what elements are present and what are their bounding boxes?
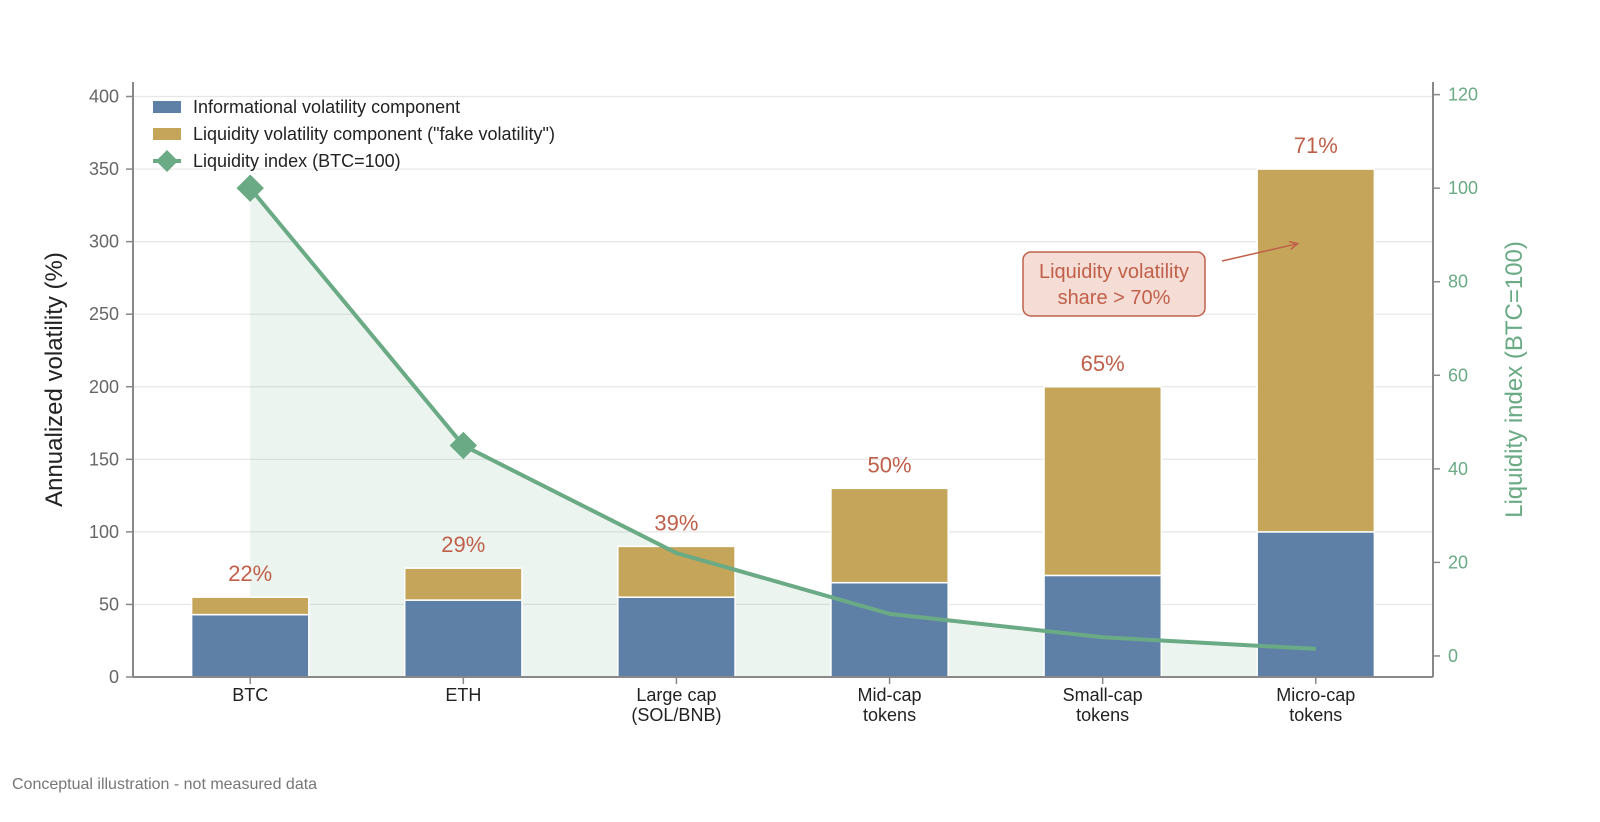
y-right-tick-label: 0: [1448, 646, 1458, 666]
annotation-arrow: [1221, 242, 1298, 262]
y-tick-label: 100: [89, 522, 119, 542]
annotation-box: [1022, 251, 1206, 317]
bar-liquidity: [403, 567, 523, 601]
y-right-tick-label: 60: [1448, 365, 1468, 385]
share-label: 65%: [1081, 351, 1125, 376]
legend-line-marker: [156, 150, 178, 172]
bar-informational: [1256, 531, 1376, 678]
annotation: Liquidity volatility share > 70%: [1022, 240, 1300, 317]
y-right-tick-label: 120: [1448, 85, 1478, 105]
bar-liquidity: [190, 596, 310, 616]
legend-swatch: [153, 128, 181, 140]
liquidity-line-path: [248, 186, 1316, 651]
y-tick-label: 50: [99, 594, 119, 614]
y-tick-label: 300: [89, 232, 119, 252]
annotation-text: Liquidity volatility: [1039, 261, 1189, 283]
bar-informational: [617, 596, 736, 678]
legend-swatch: [153, 101, 181, 113]
annotation-text: share > 70%: [1058, 287, 1171, 309]
legend: Informational volatility component Liquid…: [153, 97, 555, 172]
y-right-axis-label: Liquidity index (BTC=100): [1501, 241, 1528, 518]
bar-informational: [190, 613, 310, 678]
x-tick-label: tokens: [863, 705, 916, 725]
y-tick-label: 200: [89, 377, 119, 397]
bar-informational: [403, 599, 523, 678]
x-tick-label: Mid-cap: [858, 685, 922, 705]
x-tick-label: Large cap: [636, 685, 716, 705]
liquidity-line: [236, 174, 1316, 651]
y-tick-label: 400: [89, 87, 119, 107]
y-right-tick-label: 20: [1448, 552, 1468, 572]
legend-label: Liquidity volatility component ("fake vo…: [193, 124, 555, 144]
annotation-arrowhead: [1288, 240, 1300, 250]
liquidity-marker: [236, 174, 264, 202]
y-axis-label: Annualized volatility (%): [41, 252, 68, 507]
x-tick-label: BTC: [232, 685, 268, 705]
liquidity-marker: [449, 431, 478, 460]
y-tick-label: 0: [109, 667, 119, 687]
y-right-tick-label: 100: [1448, 178, 1478, 198]
y-right-tick-label: 40: [1448, 459, 1468, 479]
axes: 0 50 100 150 200 250 300 350 400 0 20 40 60 80 100 120 B…: [41, 82, 1528, 725]
share-label: 39%: [654, 510, 698, 535]
y-tick-label: 250: [89, 304, 119, 324]
footnote: Conceptual illustration - not measured d…: [12, 776, 318, 793]
x-tick-label: Micro-cap: [1276, 685, 1355, 705]
share-label: 22%: [228, 561, 272, 586]
bar-liquidity: [1256, 168, 1376, 533]
gridlines: [133, 95, 1433, 678]
bar-liquidity: [830, 487, 949, 584]
legend-label: Liquidity index (BTC=100): [193, 151, 401, 171]
y-tick-label: 350: [89, 159, 119, 179]
share-labels: 22% 29% 39% 50% 65% 71%: [228, 133, 1338, 586]
liquidity-area: [250, 188, 1316, 678]
x-tick-label: tokens: [1076, 705, 1129, 725]
bar-informational: [1043, 574, 1163, 678]
bar-liquidity: [1043, 386, 1163, 577]
x-tick-label: Small-cap: [1063, 685, 1143, 705]
y-tick-label: 150: [89, 449, 119, 469]
share-label: 29%: [441, 532, 485, 557]
bars: [190, 168, 1376, 678]
y-right-tick-label: 80: [1448, 272, 1468, 292]
share-label: 50%: [868, 452, 912, 477]
x-tick-label: tokens: [1289, 705, 1342, 725]
bar-informational: [830, 581, 949, 678]
legend-label: Informational volatility component: [193, 97, 460, 117]
share-label: 71%: [1294, 133, 1338, 158]
liquidity-area-fill: [250, 188, 1316, 678]
x-tick-label: (SOL/BNB): [631, 705, 721, 725]
x-tick-label: ETH: [445, 685, 481, 705]
